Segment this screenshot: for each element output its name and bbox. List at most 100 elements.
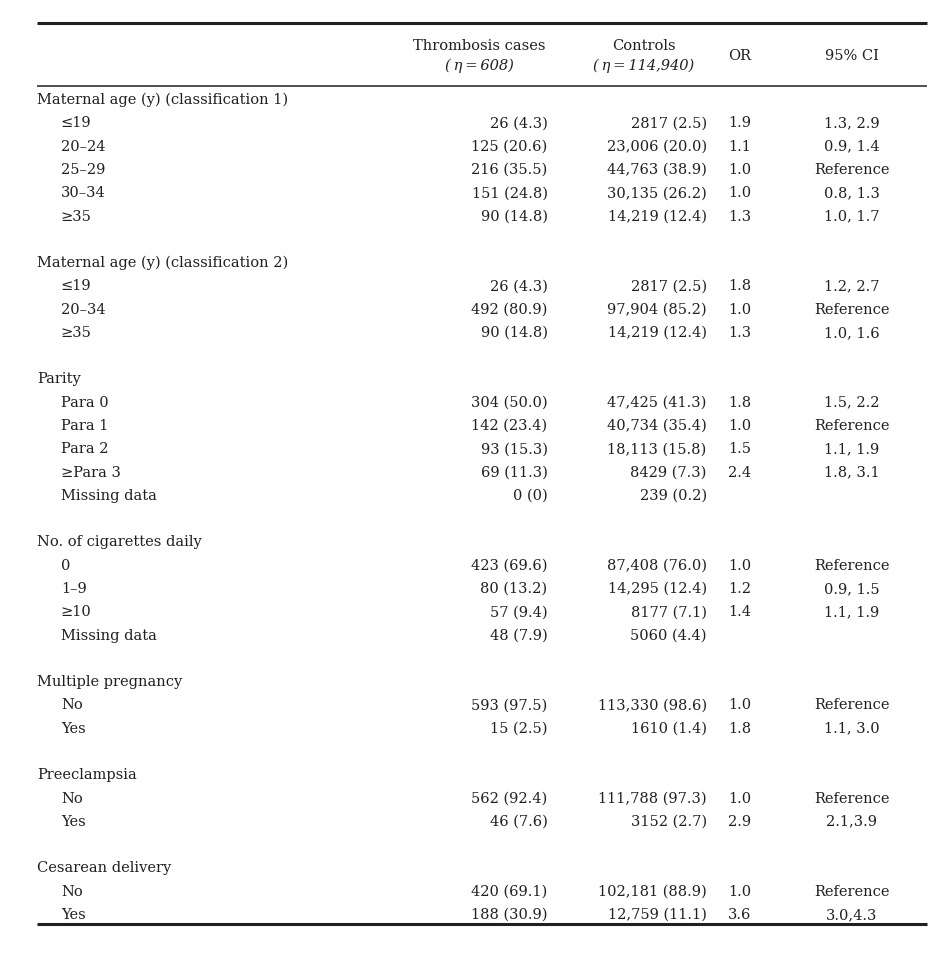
Text: Yes: Yes (61, 907, 85, 921)
Text: 1.2: 1.2 (728, 581, 751, 595)
Text: Maternal age (y) (classification 1): Maternal age (y) (classification 1) (37, 93, 288, 108)
Text: 90 (14.8): 90 (14.8) (480, 209, 548, 223)
Text: 3152 (2.7): 3152 (2.7) (631, 814, 707, 828)
Text: 1.0: 1.0 (728, 558, 751, 572)
Text: Missing data: Missing data (61, 628, 156, 641)
Text: 492 (80.9): 492 (80.9) (471, 302, 548, 316)
Text: Maternal age (y) (classification 2): Maternal age (y) (classification 2) (37, 256, 288, 270)
Text: Reference: Reference (814, 884, 889, 897)
Text: 0.8, 1.3: 0.8, 1.3 (824, 186, 880, 200)
Text: 142 (23.4): 142 (23.4) (472, 419, 548, 432)
Text: 420 (69.1): 420 (69.1) (472, 884, 548, 897)
Text: 26 (4.3): 26 (4.3) (490, 116, 548, 130)
Text: Reference: Reference (814, 302, 889, 316)
Text: 14,219 (12.4): 14,219 (12.4) (607, 209, 707, 223)
Text: Para 2: Para 2 (61, 442, 109, 455)
Text: 1.4: 1.4 (728, 605, 751, 618)
Text: 25–29: 25–29 (61, 163, 105, 176)
Text: 1.8: 1.8 (728, 279, 751, 293)
Text: 216 (35.5): 216 (35.5) (472, 163, 548, 176)
Text: ≥10: ≥10 (61, 605, 92, 618)
Text: 1.8, 3.1: 1.8, 3.1 (824, 465, 880, 479)
Text: 87,408 (76.0): 87,408 (76.0) (607, 558, 707, 572)
Text: No: No (61, 884, 82, 897)
Text: 593 (97.5): 593 (97.5) (472, 698, 548, 711)
Text: Missing data: Missing data (61, 488, 156, 502)
Text: 12,759 (11.1): 12,759 (11.1) (607, 907, 707, 921)
Text: 102,181 (88.9): 102,181 (88.9) (598, 884, 707, 897)
Text: 44,763 (38.9): 44,763 (38.9) (607, 163, 707, 176)
Text: 1.0: 1.0 (728, 698, 751, 711)
Text: 1–9: 1–9 (61, 581, 87, 595)
Text: Controls: Controls (612, 39, 675, 53)
Text: 2817 (2.5): 2817 (2.5) (631, 116, 707, 130)
Text: 48 (7.9): 48 (7.9) (490, 628, 548, 641)
Text: No. of cigarettes daily: No. of cigarettes daily (37, 535, 202, 548)
Text: 562 (92.4): 562 (92.4) (472, 791, 548, 804)
Text: 1.1, 1.9: 1.1, 1.9 (824, 442, 880, 455)
Text: 47,425 (41.3): 47,425 (41.3) (607, 395, 707, 409)
Text: 40,734 (35.4): 40,734 (35.4) (607, 419, 707, 432)
Text: Yes: Yes (61, 721, 85, 735)
Text: 1.5: 1.5 (728, 442, 751, 455)
Text: 46 (7.6): 46 (7.6) (490, 814, 548, 828)
Text: 1.3, 2.9: 1.3, 2.9 (824, 116, 880, 130)
Text: Preeclampsia: Preeclampsia (37, 767, 138, 781)
Text: Multiple pregnancy: Multiple pregnancy (37, 674, 183, 688)
Text: ≥35: ≥35 (61, 209, 92, 223)
Text: 14,219 (12.4): 14,219 (12.4) (607, 326, 707, 339)
Text: 97,904 (85.2): 97,904 (85.2) (607, 302, 707, 316)
Text: 125 (20.6): 125 (20.6) (472, 140, 548, 153)
Text: Reference: Reference (814, 698, 889, 711)
Text: Reference: Reference (814, 558, 889, 572)
Text: 188 (30.9): 188 (30.9) (471, 907, 548, 921)
Text: 1.8: 1.8 (728, 721, 751, 735)
Text: 93 (15.3): 93 (15.3) (480, 442, 548, 455)
Text: ≥Para 3: ≥Para 3 (61, 465, 121, 479)
Text: 423 (69.6): 423 (69.6) (471, 558, 548, 572)
Text: 80 (13.2): 80 (13.2) (480, 581, 548, 595)
Text: 20–34: 20–34 (61, 302, 106, 316)
Text: 1.0: 1.0 (728, 186, 751, 200)
Text: 1.0, 1.7: 1.0, 1.7 (824, 209, 880, 223)
Text: 151 (24.8): 151 (24.8) (472, 186, 548, 200)
Text: 14,295 (12.4): 14,295 (12.4) (607, 581, 707, 595)
Text: 1.3: 1.3 (728, 326, 751, 339)
Text: ( η = 608): ( η = 608) (446, 58, 514, 73)
Text: 30,135 (26.2): 30,135 (26.2) (607, 186, 707, 200)
Text: 23,006 (20.0): 23,006 (20.0) (607, 140, 707, 153)
Text: 30–34: 30–34 (61, 186, 106, 200)
Text: 1610 (1.4): 1610 (1.4) (631, 721, 707, 735)
Text: 1.0: 1.0 (728, 884, 751, 897)
Text: 1.8: 1.8 (728, 395, 751, 409)
Text: 1.2, 2.7: 1.2, 2.7 (824, 279, 880, 293)
Text: 8429 (7.3): 8429 (7.3) (630, 465, 707, 479)
Text: 69 (11.3): 69 (11.3) (481, 465, 548, 479)
Text: 57 (9.4): 57 (9.4) (490, 605, 548, 618)
Text: 1.0: 1.0 (728, 419, 751, 432)
Text: ≥35: ≥35 (61, 326, 92, 339)
Text: 1.0: 1.0 (728, 163, 751, 176)
Text: Parity: Parity (37, 372, 81, 386)
Text: Para 1: Para 1 (61, 419, 109, 432)
Text: Yes: Yes (61, 814, 85, 828)
Text: 5060 (4.4): 5060 (4.4) (630, 628, 707, 641)
Text: No: No (61, 698, 82, 711)
Text: 1.3: 1.3 (728, 209, 751, 223)
Text: 1.5, 2.2: 1.5, 2.2 (824, 395, 880, 409)
Text: Thrombosis cases: Thrombosis cases (414, 39, 546, 53)
Text: 0 (0): 0 (0) (513, 488, 548, 502)
Text: 95% CI: 95% CI (825, 48, 879, 63)
Text: 239 (0.2): 239 (0.2) (639, 488, 707, 502)
Text: Reference: Reference (814, 791, 889, 804)
Text: 113,330 (98.6): 113,330 (98.6) (597, 698, 707, 711)
Text: Reference: Reference (814, 419, 889, 432)
Text: 0: 0 (61, 558, 70, 572)
Text: 1.9: 1.9 (728, 116, 751, 130)
Text: 111,788 (97.3): 111,788 (97.3) (598, 791, 707, 804)
Text: 3.0,4.3: 3.0,4.3 (826, 907, 877, 921)
Text: 90 (14.8): 90 (14.8) (480, 326, 548, 339)
Text: 1.0, 1.6: 1.0, 1.6 (824, 326, 880, 339)
Text: 1.1, 3.0: 1.1, 3.0 (824, 721, 880, 735)
Text: 2.4: 2.4 (728, 465, 751, 479)
